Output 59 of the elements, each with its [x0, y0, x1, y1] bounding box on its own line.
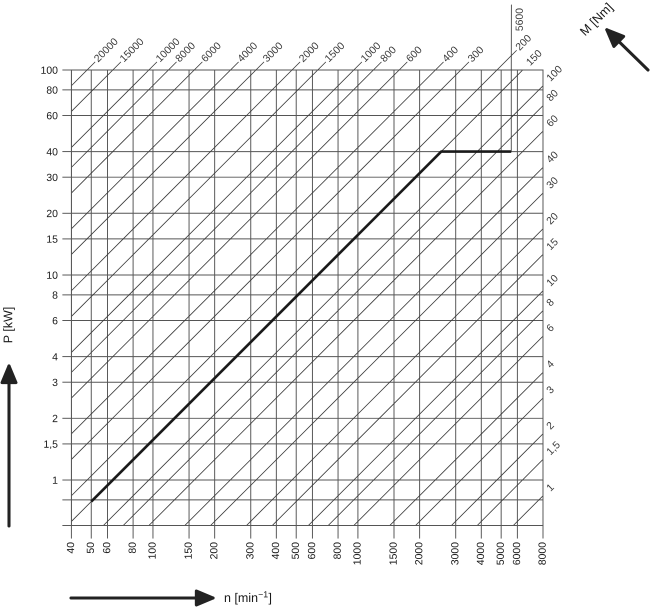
y-tick-label: 15 — [47, 236, 58, 243]
y-tick-label: 10 — [47, 272, 58, 279]
text: 800 — [380, 46, 397, 62]
y-tick-label: 30 — [46, 174, 58, 182]
x-tick-label: 60 — [102, 542, 110, 554]
text: 2 — [546, 421, 554, 430]
x-tick-label: 500 — [292, 542, 300, 559]
x-tick-label: 80 — [128, 542, 136, 554]
text: 3 — [546, 385, 554, 394]
text: 40 — [546, 150, 559, 164]
x-tick-label: 200 — [210, 542, 218, 559]
y-tick-label: 40 — [46, 148, 58, 156]
x-axis-title: n [min$^{−1}$] — [224, 591, 272, 605]
y-tick-label: 4 — [52, 353, 58, 360]
text: 20 — [546, 212, 559, 225]
text: 30 — [546, 176, 559, 190]
x-tick-label: 300 — [246, 542, 254, 560]
text: 80 — [546, 88, 559, 102]
x-tick-label: 1500 — [389, 542, 397, 564]
text: 10 — [546, 274, 559, 286]
y-tick-label: 20 — [46, 210, 58, 218]
x-tick-label: 3000 — [451, 542, 458, 565]
y-tick-label: 1 — [52, 476, 58, 484]
text: 1,5 — [546, 440, 562, 456]
x-tick-label: 600 — [308, 542, 316, 559]
text: 4 — [546, 360, 554, 368]
y-tick-label: 3 — [52, 378, 58, 386]
y-tick-label: 80 — [46, 86, 58, 94]
y-axis-title: P [kW] — [3, 308, 15, 342]
text: 60 — [546, 114, 559, 128]
x-tick-label: 100 — [148, 542, 156, 559]
y-tick-label: 6 — [52, 316, 58, 324]
x-tick-label: 1000 — [353, 542, 361, 564]
y-tick-label: 8 — [52, 291, 58, 299]
text: 1 — [546, 483, 554, 492]
text: 600 — [406, 46, 422, 62]
y-tick-label: 60 — [46, 112, 58, 120]
text: 150 — [526, 49, 542, 66]
y-tick-label: 100 — [41, 66, 58, 74]
y-tick-label: 2 — [52, 414, 58, 422]
x-tick-label: 8000 — [538, 542, 546, 565]
text: 6 — [546, 324, 554, 332]
text: 400 — [442, 46, 459, 63]
x-tick-label: 150 — [184, 542, 192, 559]
x-tick-label: 40 — [66, 542, 74, 554]
text: 5600 — [516, 8, 523, 31]
x-tick-label: 5000 — [496, 542, 504, 565]
x-tick-label: 800 — [333, 542, 341, 559]
x-tick-label: 4000 — [476, 542, 484, 565]
x-tick-label: 2000 — [415, 542, 422, 565]
text: 300 — [467, 46, 484, 63]
x-tick-label: 6000 — [512, 542, 520, 565]
x-tick-label: 50 — [86, 542, 94, 554]
x-tick-label: 400 — [272, 542, 280, 560]
text: 200 — [514, 34, 532, 51]
text: 100 — [546, 64, 563, 82]
y-tick-label: 1,5 — [44, 440, 58, 450]
text: 15 — [546, 238, 559, 250]
text: 8 — [546, 298, 554, 307]
